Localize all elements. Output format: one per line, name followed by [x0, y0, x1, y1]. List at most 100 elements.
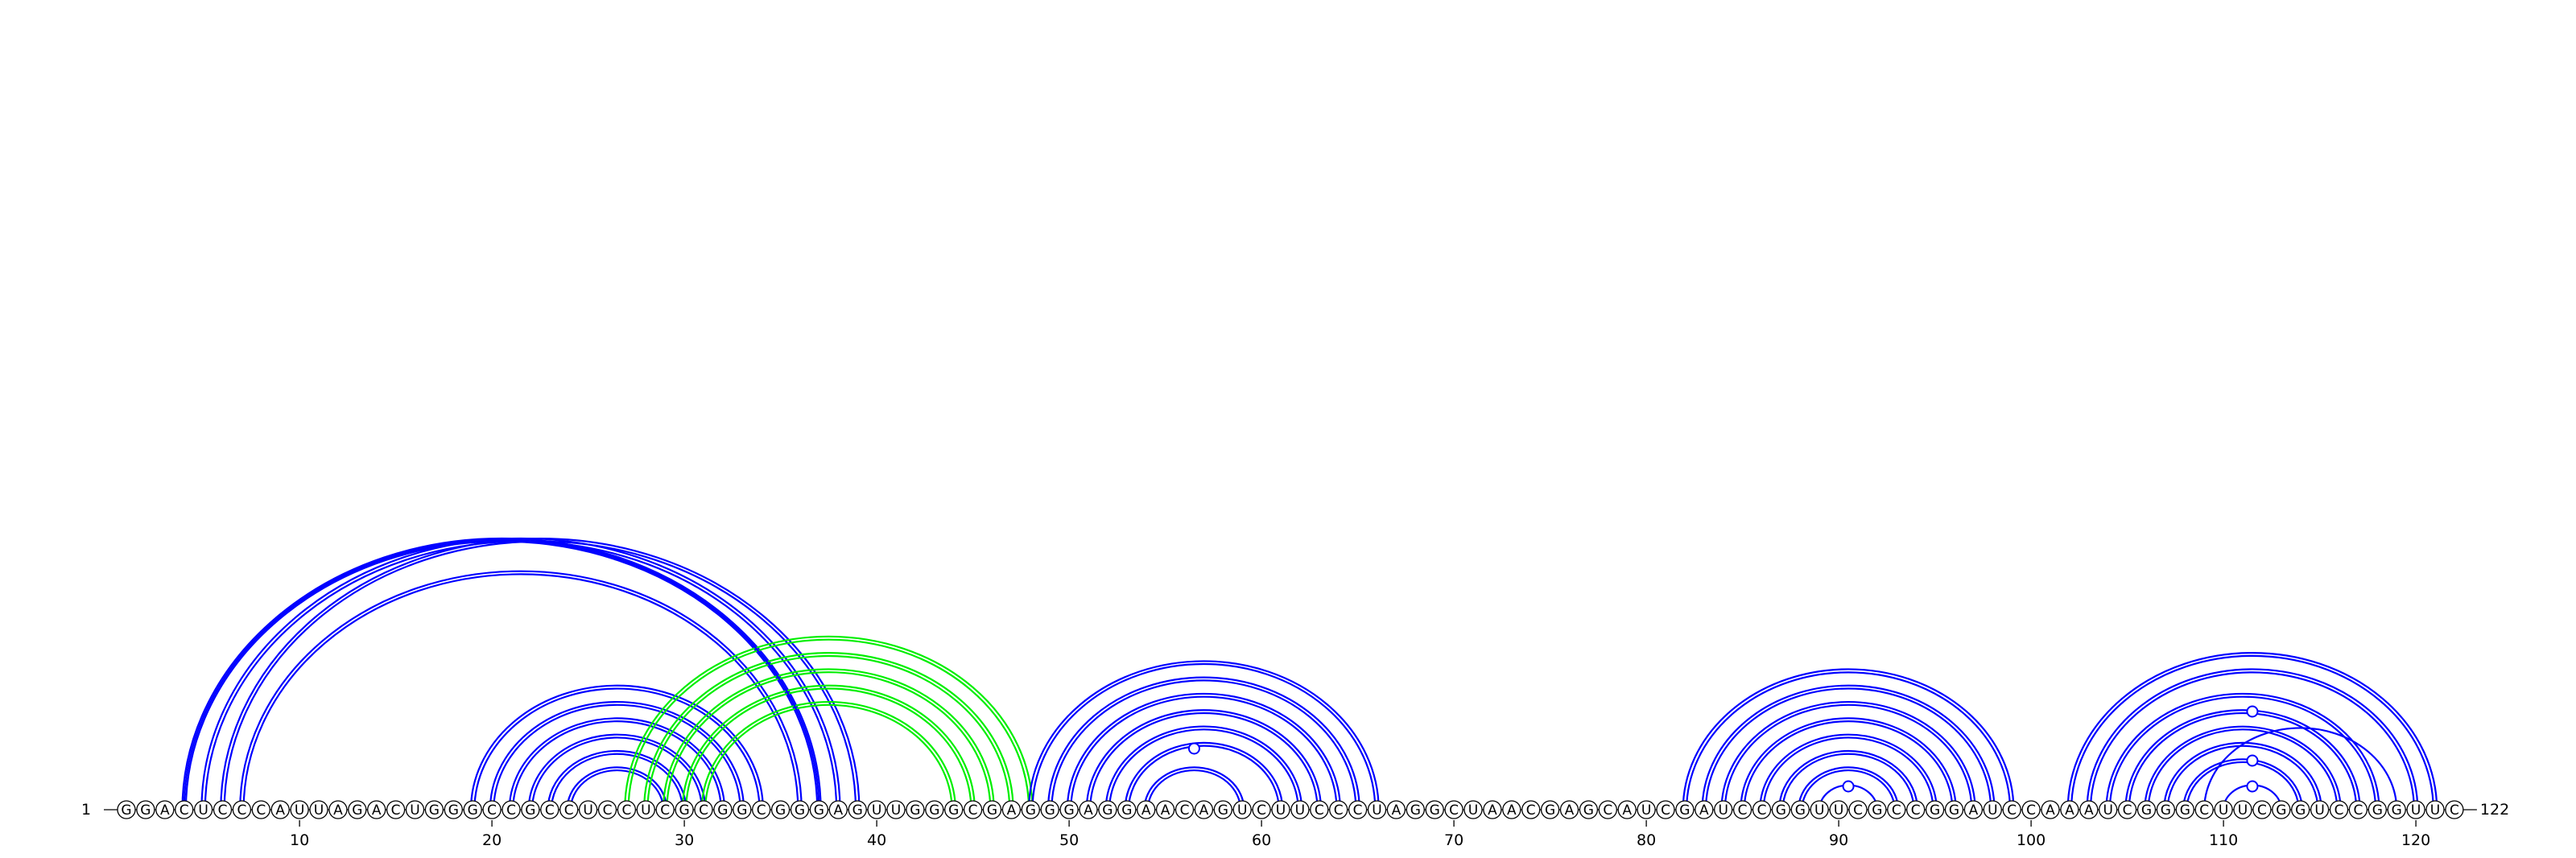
base-pair-arc-106-116 — [2147, 728, 2339, 811]
nucleotide-letter: G — [1430, 802, 1440, 819]
nucleotide-113: G — [2272, 800, 2291, 819]
nucleotide-letter: C — [1892, 802, 1901, 819]
nucleotide-letter: C — [660, 802, 670, 819]
nucleotide-6: C — [213, 800, 233, 819]
nucleotide-circle — [1944, 800, 1964, 819]
tick-label-40: 40 — [867, 831, 886, 849]
base-pair-arc-29-46 — [662, 668, 995, 811]
nucleotide-circle — [1790, 800, 1810, 819]
nucleotide-108: G — [2175, 800, 2194, 819]
nucleotide-letter: G — [775, 802, 786, 819]
nucleotide-66: U — [1367, 800, 1387, 819]
base-pair-arc-49-65 — [1051, 679, 1357, 811]
nucleotide-circle — [733, 800, 752, 819]
nucleotide-33: G — [733, 800, 752, 819]
base-pair-arc-54-59 — [1143, 766, 1245, 811]
tick-label-90: 90 — [1829, 831, 1848, 849]
nucleotide-letter: C — [256, 802, 266, 819]
nucleotide-letter: C — [1257, 802, 1266, 819]
nucleotide-circle — [1463, 800, 1483, 819]
nucleotide-letter: C — [237, 802, 246, 819]
nucleotide-circle — [1906, 800, 1926, 819]
nucleotide-circle — [713, 800, 733, 819]
nucleotide-circle — [2387, 800, 2406, 819]
nucleotide-circle — [770, 800, 791, 819]
tick-label-10: 10 — [290, 831, 309, 849]
nucleotide-letter: G — [737, 802, 747, 819]
nucleotide-circle — [1117, 800, 1137, 819]
nucleotide-letter: C — [1603, 802, 1612, 819]
nucleotide-31: C — [694, 800, 713, 819]
sequence-start-label: 1 — [81, 801, 91, 819]
base-pair-arcs — [181, 537, 2438, 811]
base-pair-arc-4-37 — [184, 540, 819, 811]
nucleotide-92: G — [1868, 800, 1887, 819]
nucleotide-121: U — [2425, 800, 2445, 819]
nucleotide-letter: G — [2141, 802, 2152, 819]
nucleotide-letter: U — [198, 802, 208, 819]
nucleotide-30: G — [675, 800, 694, 819]
nucleotide-14: A — [367, 800, 386, 819]
base-pair-arc-85-96 — [1740, 717, 1957, 811]
nucleotide-circle — [2272, 800, 2291, 819]
nucleotide-letter: A — [833, 802, 843, 819]
base-pair-arc-28-47 — [643, 652, 1014, 811]
base-pair-arc-105-117 — [2124, 709, 2361, 811]
nucleotide-55: A — [1155, 800, 1175, 819]
nucleotide-letter: U — [314, 802, 324, 819]
nucleotide-63: C — [1310, 800, 1329, 819]
arc-apex-marker — [1187, 742, 1200, 755]
nucleotide-circle — [1001, 800, 1022, 819]
nucleotide-letter: G — [2392, 802, 2402, 819]
nucleotide-letter: U — [1834, 802, 1843, 819]
nucleotide-circle — [117, 800, 136, 819]
base-pair-arc-83-98 — [1704, 687, 1992, 811]
nucleotide-circle — [655, 800, 675, 819]
nucleotide-34: C — [752, 800, 771, 819]
nucleotide-circle — [1540, 800, 1560, 819]
nucleotide-circle — [982, 800, 1002, 819]
nucleotide-circle — [1675, 800, 1695, 819]
nucleotide-letter: C — [1757, 802, 1767, 819]
nucleotide-letter: C — [1334, 802, 1344, 819]
nucleotide-circle — [752, 800, 771, 819]
nucleotide-81: C — [1656, 800, 1675, 819]
base-pair-arc-22-31 — [527, 733, 707, 811]
nucleotide-letter: G — [448, 802, 459, 819]
nucleotide-letter: C — [1911, 802, 1921, 819]
nucleotide-circle — [1579, 800, 1599, 819]
nucleotide-18: G — [444, 800, 463, 819]
nucleotide-circle — [1617, 800, 1637, 819]
tick-label-110: 110 — [2209, 831, 2238, 849]
nucleotide-letter: U — [2238, 802, 2248, 819]
nucleotide-circle — [1155, 800, 1175, 819]
base-pair-arc-29-46 — [666, 671, 992, 811]
nucleotide-3: A — [155, 800, 175, 819]
nucleotide-letter: C — [506, 802, 516, 819]
nucleotide-circle — [444, 800, 463, 819]
nucleotide-circle — [2117, 800, 2137, 819]
nucleotide-122: C — [2445, 800, 2464, 819]
nucleotide-85: C — [1732, 800, 1752, 819]
base-pair-arc-19-34 — [473, 687, 761, 811]
nucleotide-circle — [1771, 800, 1791, 819]
nucleotide-circle — [2099, 800, 2118, 819]
nucleotide-letter: G — [1102, 802, 1113, 819]
base-pair-arc-108-114 — [2182, 758, 2303, 811]
nucleotide-circle — [1714, 800, 1733, 819]
nucleotide-letter: G — [352, 802, 362, 819]
nucleotide-letter: G — [525, 802, 535, 819]
nucleotide-42: G — [906, 800, 925, 819]
nucleotide-circle — [1425, 800, 1444, 819]
nucleotide-15: C — [386, 800, 406, 819]
nucleotide-letter: U — [1988, 802, 1997, 819]
nucleotide-circle — [1963, 800, 1984, 819]
nucleotide-20: C — [482, 800, 502, 819]
nucleotide-38: A — [828, 800, 848, 819]
base-pair-arc-22-31 — [531, 736, 703, 811]
nucleotide-circle — [1079, 800, 1098, 819]
nucleotide-13: G — [348, 800, 367, 819]
nucleotide-letter: A — [2065, 802, 2074, 819]
base-pair-arc-86-95 — [1759, 733, 1938, 811]
nucleotide-40: U — [867, 800, 886, 819]
